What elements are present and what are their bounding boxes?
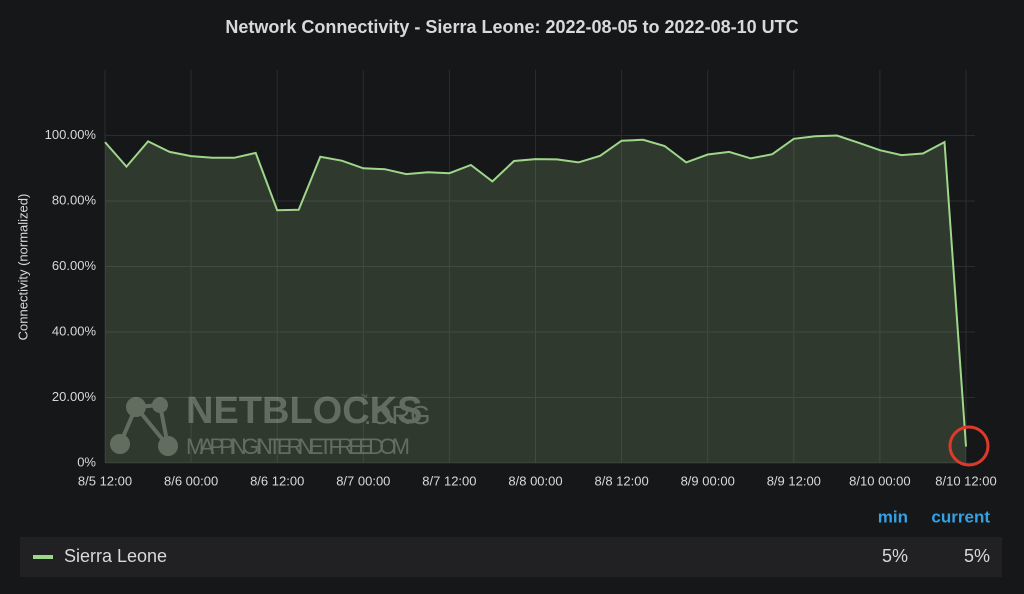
watermark-tagline: MAPPING INTERNET FREEDOM (186, 434, 410, 459)
x-tick-label: 8/10 12:00 (935, 473, 996, 488)
legend-stat-header: min (878, 507, 908, 526)
x-tick-label: 8/7 12:00 (422, 473, 476, 488)
x-tick-label: 8/6 00:00 (164, 473, 218, 488)
area (105, 135, 966, 463)
y-tick-label: 20.00% (52, 389, 97, 404)
y-tick-label: 60.00% (52, 258, 97, 273)
x-tick-label: 8/8 12:00 (594, 473, 648, 488)
watermark: NETBLOCKS ™ .ORG MAPPING INTERNET FREEDO… (110, 390, 430, 459)
legend-label: Sierra Leone (64, 546, 167, 566)
grid: 0% 20.00% 40.00% 60.00% 80.00% 100.00% 8/5 12:… (45, 70, 997, 488)
y-tick-label: 80.00% (52, 192, 97, 207)
legend-row (20, 537, 1002, 577)
y-axis-label: Connectivity (normalized) (15, 194, 30, 341)
plot (104, 134, 967, 463)
x-tick-label: 8/6 12:00 (250, 473, 304, 488)
x-tick-label: 8/9 00:00 (681, 473, 735, 488)
x-tick-label: 8/10 00:00 (849, 473, 910, 488)
highlight-circle (948, 425, 990, 467)
y-tick-label: 0% (77, 454, 96, 469)
watermark-brand: NETBLOCKS (186, 390, 422, 432)
y-tick-label: 40.00% (52, 323, 97, 338)
legend-stat-header: current (931, 507, 990, 526)
y-tick-label: 100.00% (45, 127, 97, 142)
legend-stat-value: 5% (882, 546, 908, 566)
x-tick-label: 8/9 12:00 (767, 473, 821, 488)
x-tick-label: 8/7 00:00 (336, 473, 390, 488)
watermark-domain: .ORG (364, 400, 430, 430)
chart-title: Network Connectivity - Sierra Leone: 202… (225, 17, 798, 37)
x-tick-label: 8/5 12:00 (78, 473, 132, 488)
line (104, 134, 967, 447)
legend-stat-value: 5% (964, 546, 990, 566)
legend: Sierra Leone min 5% current 5% (20, 507, 1002, 577)
x-tick-label: 8/8 00:00 (508, 473, 562, 488)
watermark-tm: ™ (360, 393, 368, 402)
watermark-logo (110, 397, 178, 456)
